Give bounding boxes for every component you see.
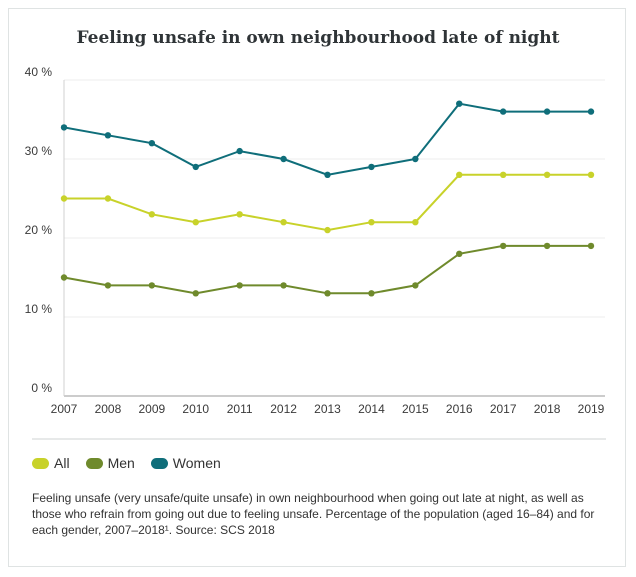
data-point-all[interactable] — [236, 211, 243, 218]
data-point-women[interactable] — [499, 108, 507, 115]
data-point-men[interactable] — [104, 282, 112, 289]
x-tick-label: 2007 — [51, 402, 78, 416]
data-point-women[interactable] — [412, 155, 419, 163]
series-line-women — [63, 102, 591, 176]
legend-item-men[interactable]: Men — [85, 455, 135, 471]
series-lines — [60, 100, 595, 297]
chart-title: Feeling unsafe in own neighbourhood late… — [76, 28, 560, 48]
series-line-all — [64, 173, 591, 232]
data-point-men[interactable] — [324, 290, 331, 297]
data-point-all[interactable] — [587, 171, 595, 178]
x-tick-label: 2013 — [314, 402, 341, 416]
data-point-all[interactable] — [280, 219, 287, 226]
data-point-women[interactable] — [543, 108, 551, 115]
data-point-women[interactable] — [587, 108, 595, 115]
x-tick-label: 2010 — [182, 402, 209, 416]
chart-card — [8, 8, 626, 567]
data-point-men[interactable] — [456, 250, 463, 257]
data-point-all[interactable] — [60, 195, 68, 202]
data-point-women[interactable] — [60, 124, 68, 131]
legend-label-men: Men — [107, 455, 135, 471]
data-point-all[interactable] — [499, 171, 507, 178]
data-point-women[interactable] — [324, 171, 331, 178]
data-point-men[interactable] — [148, 282, 156, 289]
y-tick-label: 10 % — [25, 302, 53, 316]
legend-label-women: Women — [172, 455, 221, 471]
x-tick-label: 2016 — [446, 402, 473, 416]
x-tick-label: 2015 — [402, 402, 429, 416]
x-tick-label: 2018 — [534, 402, 561, 416]
legend-swatch-all — [32, 457, 49, 469]
data-point-all[interactable] — [192, 219, 199, 226]
data-point-men[interactable] — [280, 282, 287, 289]
legend-swatch-women — [150, 457, 168, 469]
data-point-women[interactable] — [280, 155, 287, 163]
x-tick-label: 2011 — [227, 402, 253, 416]
data-point-men[interactable] — [412, 282, 419, 289]
x-tick-label: 2012 — [270, 402, 297, 416]
data-point-all[interactable] — [412, 219, 419, 226]
y-tick-label: 20 % — [25, 223, 53, 237]
series-line-men — [63, 244, 591, 295]
data-point-all[interactable] — [368, 219, 375, 226]
data-point-women[interactable] — [456, 100, 463, 107]
data-point-men[interactable] — [587, 242, 595, 250]
data-point-men[interactable] — [192, 290, 199, 297]
data-point-all[interactable] — [456, 171, 463, 178]
data-point-all[interactable] — [148, 211, 156, 218]
legend: All Men Women — [32, 455, 221, 471]
data-point-all[interactable] — [324, 226, 331, 234]
axes: 0 % 10 % 20 % 30 % 40 % 2007 2008 2009 2010 2011 2… — [25, 65, 606, 440]
data-point-men[interactable] — [60, 274, 68, 281]
legend-item-women[interactable]: Women — [150, 455, 221, 471]
data-point-women[interactable] — [148, 140, 156, 147]
data-point-women[interactable] — [368, 163, 375, 171]
data-point-all[interactable] — [543, 171, 551, 178]
x-tick-label: 2008 — [95, 402, 122, 416]
legend-item-all[interactable]: All — [32, 455, 70, 471]
x-tick-label: 2019 — [578, 402, 605, 416]
data-point-women[interactable] — [104, 132, 112, 139]
y-tick-label: 0 % — [31, 381, 52, 395]
chart-caption: Feeling unsafe (very unsafe/quite unsafe… — [32, 491, 595, 537]
data-point-all[interactable] — [104, 195, 112, 202]
legend-label-all: All — [54, 455, 70, 471]
data-point-women[interactable] — [236, 147, 243, 155]
data-point-men[interactable] — [236, 282, 243, 289]
legend-swatch-men — [85, 457, 103, 469]
data-point-women[interactable] — [192, 163, 199, 171]
data-point-men[interactable] — [543, 242, 551, 250]
data-point-men[interactable] — [499, 242, 507, 250]
grid — [64, 79, 605, 397]
y-tick-label: 40 % — [25, 65, 53, 79]
x-tick-label: 2014 — [358, 402, 385, 416]
x-tick-label: 2009 — [138, 402, 165, 416]
x-tick-label: 2017 — [490, 402, 517, 416]
data-point-men[interactable] — [368, 290, 375, 297]
y-tick-label: 30 % — [25, 144, 53, 158]
